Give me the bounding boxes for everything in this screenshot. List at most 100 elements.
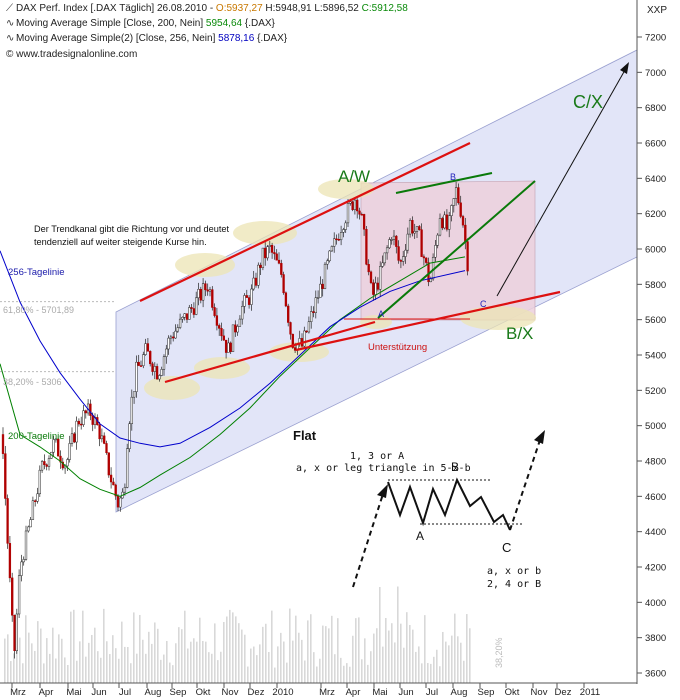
candle-body: [213, 307, 216, 316]
y-tick-label: 7000: [645, 68, 666, 79]
candle-body: [167, 337, 170, 350]
volume-bar: [358, 617, 360, 683]
x-tick-label: Sep: [478, 687, 495, 698]
flat-b-label: B: [451, 460, 459, 474]
x-tick-label: Apr: [39, 687, 54, 698]
volume-bar: [391, 623, 393, 683]
volume-bar: [76, 660, 78, 683]
volume-bar: [199, 617, 201, 683]
candle-body: [142, 354, 145, 367]
volume-bar: [112, 635, 114, 683]
candle-body: [47, 458, 51, 467]
x-tick-label: Jul: [426, 687, 438, 698]
candle-body: [461, 216, 465, 226]
candle-body: [224, 339, 228, 353]
candle-body: [287, 305, 290, 323]
candle-body: [358, 210, 361, 215]
candle-body: [66, 459, 69, 467]
highlight-zone-1: [175, 253, 235, 277]
highlight-zone-2: [233, 221, 297, 245]
volume-bar: [376, 628, 378, 683]
volume-bar: [457, 636, 459, 683]
price-candles: [1, 181, 469, 659]
flat-line2: a, x or leg triangle in 5-x-b: [296, 463, 471, 474]
candle-body: [151, 363, 154, 372]
candle-body: [234, 324, 237, 333]
candle-body: [275, 253, 278, 261]
candle-body: [390, 239, 393, 241]
candle-body: [413, 231, 416, 234]
volume-bar: [436, 649, 438, 683]
candle-body: [52, 439, 55, 453]
volume-bar: [190, 641, 192, 683]
fib-382-label: 38,20% - 5306: [3, 377, 62, 387]
flat-line1: 1, 3 or A: [350, 451, 404, 462]
volume-bar: [172, 665, 174, 683]
volume-bar: [118, 658, 120, 683]
volume-bar: [94, 627, 96, 683]
volume-bar: [316, 666, 318, 683]
candle-body: [231, 324, 235, 352]
volume-bar: [52, 627, 54, 683]
volume-bar: [163, 654, 165, 683]
fib-618-label: 61,80% - 5701,89: [3, 305, 74, 315]
candle-body: [160, 369, 163, 376]
volume-bar: [205, 641, 207, 683]
candle-body: [197, 289, 200, 299]
x-tick-label: Okt: [196, 687, 211, 698]
x-tick-label: Mrz: [10, 687, 26, 698]
candle-body: [328, 250, 331, 262]
candle-body: [139, 365, 143, 367]
volume-bar: [403, 647, 405, 683]
candle-body: [211, 289, 214, 308]
candle-body: [192, 308, 196, 315]
candle-body: [130, 396, 133, 424]
volume-bar: [61, 638, 63, 683]
candle-body: [339, 232, 343, 241]
x-tick-label: Apr: [346, 687, 361, 698]
highlight-zone-7: [460, 306, 536, 330]
candle-body: [208, 289, 212, 292]
candle-body: [408, 220, 412, 235]
volume-bar: [70, 611, 72, 683]
volume-bar: [79, 641, 81, 683]
candle-body: [149, 351, 152, 365]
volume-bar: [64, 657, 66, 683]
candle-body: [220, 328, 223, 337]
ma256-line: [0, 250, 466, 448]
volume-bar: [379, 586, 381, 683]
volume-bar: [322, 625, 324, 683]
candle-body: [436, 234, 439, 246]
candle-body: [247, 297, 251, 305]
volume-bar: [364, 638, 366, 683]
volume-bar: [235, 616, 237, 683]
candle-body: [222, 335, 225, 341]
candle-body: [201, 283, 205, 301]
flat-title: Flat: [293, 428, 317, 443]
volume-bar: [409, 624, 411, 683]
x-tick-label: Dez: [248, 687, 265, 698]
volume-bar: [37, 621, 39, 683]
x-tick-label: Jun: [398, 687, 413, 698]
candle-body: [36, 493, 39, 502]
volume-bar: [127, 646, 129, 683]
legend-ma256-value: 5878,16: [218, 33, 255, 44]
candle-body: [229, 342, 232, 352]
legend-copyright: © www.tradesignalonline.com: [6, 49, 138, 60]
support-line-lower: [164, 320, 376, 384]
volume-bar: [415, 651, 417, 683]
volume-bar: [292, 640, 294, 683]
candle-body: [91, 415, 94, 425]
volume-bar: [283, 641, 285, 683]
volume-bar: [352, 635, 354, 683]
candle-body: [349, 201, 352, 204]
volume-bar: [271, 610, 273, 683]
candle-body: [185, 313, 189, 320]
candle-body: [268, 245, 271, 247]
volume-bar: [325, 626, 327, 683]
flat-c-label: C: [502, 540, 511, 555]
volume-bar: [286, 662, 288, 683]
candle-body: [107, 452, 110, 476]
candle-body: [448, 215, 451, 230]
candle-body: [314, 297, 317, 313]
